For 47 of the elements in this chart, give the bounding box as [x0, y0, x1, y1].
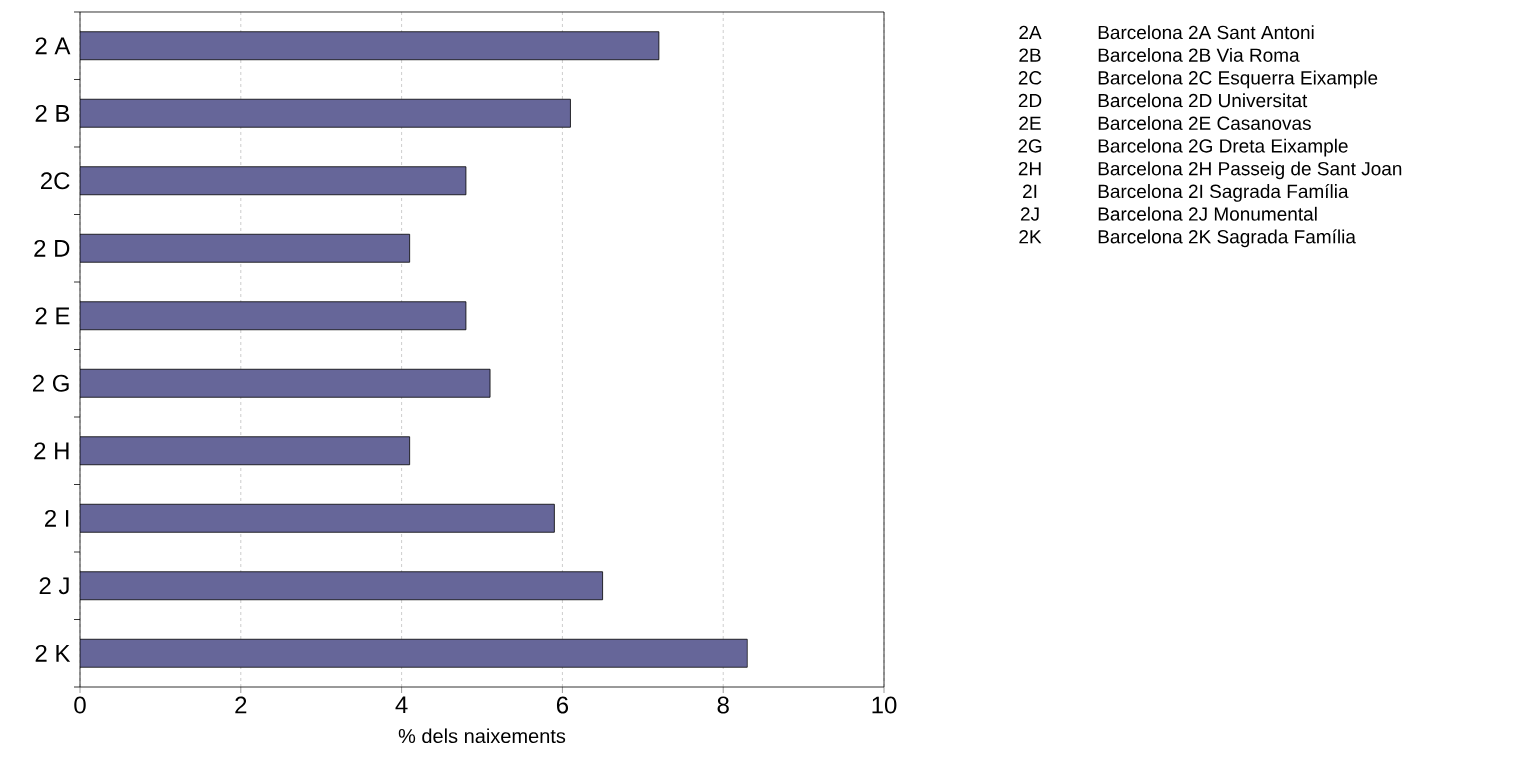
text: 2D	[1018, 93, 1042, 108]
bar	[80, 503, 555, 533]
x-tick-label: 8	[717, 696, 729, 714]
bar	[80, 166, 467, 196]
text: Barcelona 2H Passeig de Sant Joan	[1098, 161, 1402, 180]
text: Barcelona 2C Esquerra Eixample	[1098, 70, 1378, 89]
y-tick-label: 2 G	[33, 374, 69, 392]
text: 2J	[1020, 207, 1039, 221]
text: Barcelona 2A Sant Antoni	[1098, 25, 1314, 40]
y-tick-label: 2 D	[34, 239, 70, 257]
text: 2A	[1019, 25, 1042, 39]
x-tick-label: 10	[872, 696, 897, 714]
bar	[80, 301, 467, 331]
x-tick-label: 0	[74, 696, 86, 714]
text: 2C	[1018, 71, 1042, 85]
y-tick-label: 2 H	[34, 442, 69, 460]
y-tick-label: 2 J	[39, 577, 69, 595]
text: Barcelona 2I Sagrada Família	[1098, 183, 1349, 202]
text: Barcelona 2G Dreta Eixample	[1098, 138, 1348, 157]
text: Barcelona 2K Sagrada Família	[1098, 229, 1356, 248]
text: 2B	[1019, 48, 1041, 62]
text: Barcelona 2B Via Roma	[1098, 47, 1300, 62]
x-axis-title: % dels naixements	[398, 728, 566, 744]
bar	[80, 98, 571, 128]
bar	[80, 368, 491, 398]
y-tick-label: 2 B	[35, 104, 70, 122]
y-tick-label: 2 E	[35, 307, 70, 325]
bar	[80, 233, 411, 263]
y-tick-label: 2 A	[35, 37, 71, 55]
text: 2G	[1018, 139, 1042, 153]
text: 2K	[1019, 230, 1042, 244]
text: 2I	[1023, 184, 1037, 198]
text: 2H	[1018, 161, 1041, 176]
y-tick-label: 2 I	[45, 509, 69, 527]
text: Barcelona 2J Monumental	[1098, 206, 1317, 221]
bar	[80, 436, 411, 466]
y-tick-label: 2 K	[35, 644, 71, 662]
bar	[80, 31, 660, 61]
y-tick-label: 2C	[41, 172, 70, 190]
x-tick-label: 4	[395, 696, 408, 714]
bar	[80, 638, 748, 668]
bar	[80, 571, 604, 601]
text: Barcelona 2E Casanovas	[1098, 116, 1311, 130]
text: 2E	[1019, 116, 1041, 130]
x-tick-label: 6	[556, 696, 569, 714]
x-tick-label: 2	[235, 696, 247, 714]
text: Barcelona 2D Universitat	[1098, 93, 1308, 108]
